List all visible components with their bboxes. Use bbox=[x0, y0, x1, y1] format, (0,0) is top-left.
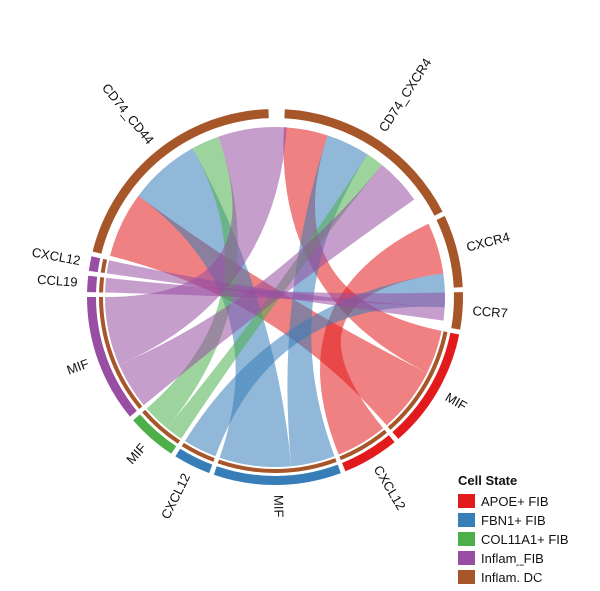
sector-label-cxcr4: CXCR4 bbox=[465, 229, 511, 254]
sector-track-ccl19_inflam bbox=[87, 275, 98, 293]
legend-label: Inflam. DC bbox=[481, 569, 543, 585]
sector-track-cd74_cd44 bbox=[92, 109, 269, 254]
chord-link-cxcl12_inflam-to-cxcr4 bbox=[106, 260, 445, 321]
legend-label: COL11A1+ FIB bbox=[481, 531, 569, 547]
chord-link-mif_inflam-to-cd74_cd44 bbox=[105, 126, 287, 365]
chord-link-mif_fbn1-to-cd74_cd44 bbox=[138, 148, 292, 468]
legend-item-col11a1-fib: COL11A1+ FIB bbox=[458, 530, 600, 548]
sector-tracks bbox=[87, 109, 464, 485]
sector-track-ccr7 bbox=[451, 292, 464, 330]
legend-item-apoe-fib: APOE+ FIB bbox=[458, 492, 600, 510]
sector-track-mif_fbn1 bbox=[213, 464, 341, 485]
chord-link-cxcl12_apoe-to-cxcr4 bbox=[320, 223, 444, 455]
legend-swatch bbox=[458, 551, 475, 565]
sector-track-cxcl12_apoe bbox=[342, 435, 395, 472]
legend-item-inflam-dc: Inflam. DC bbox=[458, 568, 600, 586]
receiver-band-cxcl12_apoe bbox=[339, 429, 387, 461]
sector-track-cxcl12_inflam bbox=[88, 256, 101, 273]
sector-label-mif_inflam: MIF bbox=[65, 356, 91, 378]
sector-label-ccr7: CCR7 bbox=[472, 303, 508, 321]
sector-label-mif_fbn1: MIF bbox=[271, 495, 286, 518]
sector-label-ccl19_inflam: CCL19 bbox=[37, 272, 78, 290]
sector-label-mif_apoe: MIF bbox=[443, 389, 470, 413]
sector-label-mif_col11a1: MIF bbox=[123, 440, 149, 467]
sector-label-cd74_cxcr4: CD74_CXCR4 bbox=[376, 55, 435, 134]
legend-swatch bbox=[458, 494, 475, 508]
chord-link-mif_inflam-to-cd74_cxcr4 bbox=[119, 164, 415, 406]
legend-item-inflam-fib: Inflam_FIB bbox=[458, 549, 600, 567]
sector-track-mif_apoe bbox=[392, 332, 460, 439]
receiver-band-mif_apoe bbox=[387, 331, 448, 430]
chord-link-mif_col11a1-to-cd74_cd44 bbox=[146, 136, 238, 429]
receiver-band-mif_col11a1 bbox=[142, 409, 181, 444]
legend-item-fbn1-fib: FBN1+ FIB bbox=[458, 511, 600, 529]
sector-track-mif_col11a1 bbox=[133, 414, 177, 454]
legend-label: FBN1+ FIB bbox=[481, 512, 546, 528]
sector-label-cd74_cd44: CD74_CD44 bbox=[99, 80, 157, 147]
receiver-band-mif_fbn1 bbox=[217, 458, 337, 473]
legend-label: Inflam_FIB bbox=[481, 550, 544, 566]
sector-label-cxcl12_fbn1: CXCL12 bbox=[158, 471, 193, 522]
receiver-band-cxcl12_fbn1 bbox=[181, 442, 215, 462]
chord-links bbox=[105, 126, 445, 468]
legend-swatch bbox=[458, 513, 475, 527]
legend-title: Cell State bbox=[458, 473, 518, 488]
legend-label: APOE+ FIB bbox=[481, 493, 549, 509]
receiver-band-ccl19_inflam bbox=[99, 277, 105, 293]
sector-label-cxcl12_apoe: CXCL12 bbox=[371, 463, 409, 513]
legend: Cell State APOE+ FIB FBN1+ FIB COL11A1+ … bbox=[458, 473, 600, 587]
sector-track-mif_inflam bbox=[87, 297, 137, 417]
sector-track-cxcr4 bbox=[436, 216, 463, 288]
sector-label-cxcl12_inflam: CXCL12 bbox=[31, 245, 82, 269]
chord-link-cxcl12_fbn1-to-cxcr4 bbox=[184, 273, 445, 457]
legend-swatch bbox=[458, 570, 475, 584]
receiver-band-mif_inflam bbox=[99, 297, 143, 409]
receiver-band-cxcl12_inflam bbox=[100, 258, 108, 274]
chord-link-mif_fbn1-to-cd74_cxcr4 bbox=[287, 135, 368, 467]
legend-swatch bbox=[458, 532, 475, 546]
sector-track-cxcl12_fbn1 bbox=[175, 448, 213, 474]
